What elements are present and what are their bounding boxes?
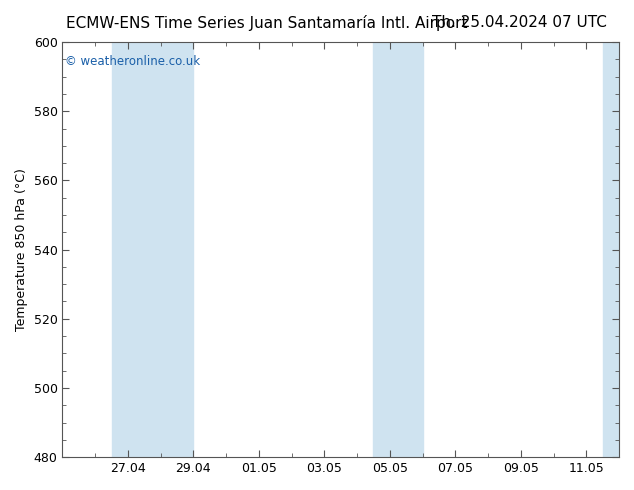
Text: © weatheronline.co.uk: © weatheronline.co.uk [65, 54, 200, 68]
Bar [112, 42, 193, 457]
Y-axis label: Temperature 850 hPa (°C): Temperature 850 hPa (°C) [15, 168, 28, 331]
Text: Th. 25.04.2024 07 UTC: Th. 25.04.2024 07 UTC [432, 15, 607, 30]
Text: ECMW-ENS Time Series Juan Santamaría Intl. Airport: ECMW-ENS Time Series Juan Santamaría Int… [65, 15, 467, 31]
Bar [603, 42, 619, 457]
Bar [373, 42, 422, 457]
